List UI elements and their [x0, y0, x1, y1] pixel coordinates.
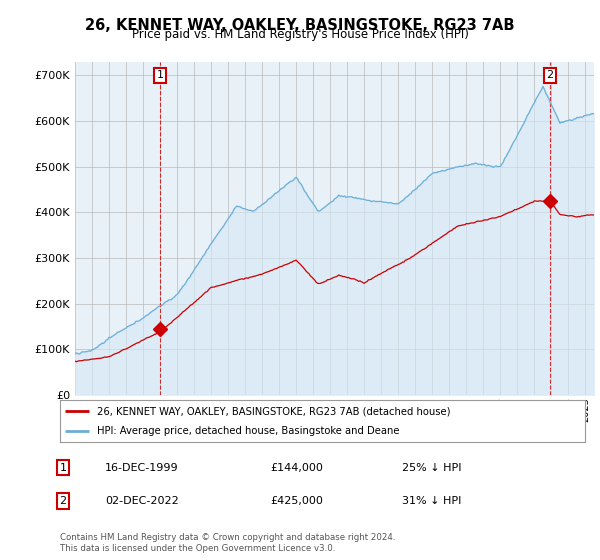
- Text: 1: 1: [59, 463, 67, 473]
- Text: £144,000: £144,000: [270, 463, 323, 473]
- Text: Contains HM Land Registry data © Crown copyright and database right 2024.
This d: Contains HM Land Registry data © Crown c…: [60, 533, 395, 553]
- Text: 2: 2: [59, 496, 67, 506]
- Text: 26, KENNET WAY, OAKLEY, BASINGSTOKE, RG23 7AB: 26, KENNET WAY, OAKLEY, BASINGSTOKE, RG2…: [85, 18, 515, 33]
- Text: 2: 2: [547, 71, 554, 80]
- Text: 31% ↓ HPI: 31% ↓ HPI: [402, 496, 461, 506]
- Text: Price paid vs. HM Land Registry's House Price Index (HPI): Price paid vs. HM Land Registry's House …: [131, 28, 469, 41]
- Text: 16-DEC-1999: 16-DEC-1999: [105, 463, 179, 473]
- Text: 26, KENNET WAY, OAKLEY, BASINGSTOKE, RG23 7AB (detached house): 26, KENNET WAY, OAKLEY, BASINGSTOKE, RG2…: [97, 407, 450, 416]
- Text: HPI: Average price, detached house, Basingstoke and Deane: HPI: Average price, detached house, Basi…: [97, 427, 399, 436]
- Text: £425,000: £425,000: [270, 496, 323, 506]
- Text: 25% ↓ HPI: 25% ↓ HPI: [402, 463, 461, 473]
- Text: 02-DEC-2022: 02-DEC-2022: [105, 496, 179, 506]
- Text: 1: 1: [157, 71, 164, 80]
